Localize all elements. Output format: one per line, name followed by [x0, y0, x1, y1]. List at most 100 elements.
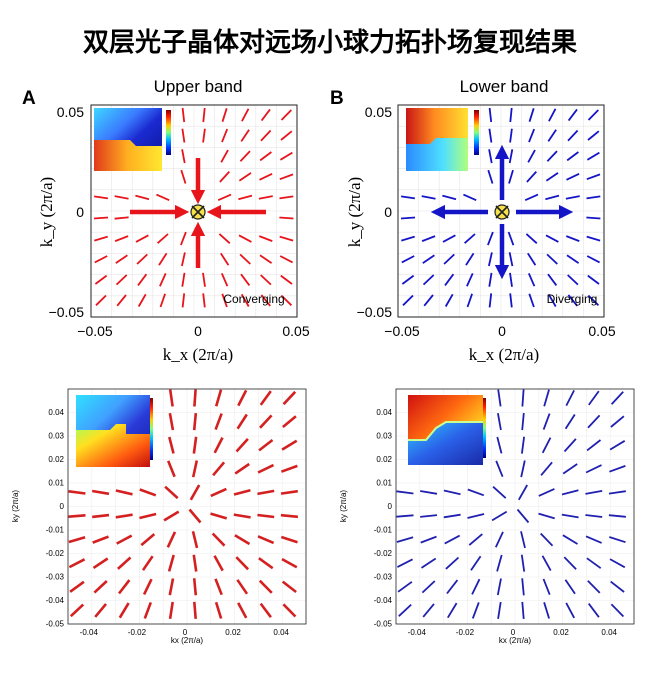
field-dash — [214, 413, 223, 431]
field-dash — [420, 535, 437, 544]
panel-b-inset — [406, 108, 479, 171]
field-dash — [509, 107, 513, 123]
panel-a: A Upper band Converging 0.05 0 −0.05 −0.… — [22, 77, 310, 364]
field-dash — [540, 461, 553, 476]
field-dash — [281, 439, 298, 451]
panel-ytick: 0 — [60, 502, 65, 511]
field-dash — [447, 602, 458, 619]
field-dash — [563, 438, 577, 453]
field-dash — [279, 255, 294, 264]
field-dash — [492, 486, 507, 499]
field-dash — [168, 436, 175, 454]
panel-ytick: -0.05 — [374, 620, 393, 629]
field-dash — [140, 533, 156, 547]
field-dash — [528, 108, 535, 122]
field-dash — [421, 195, 436, 200]
panel-a-xlabel: k_x (2π/a) — [163, 345, 233, 364]
field-dash — [564, 414, 576, 430]
field-dash — [400, 195, 416, 200]
field-dash — [585, 514, 603, 518]
panel-a-label: A — [22, 88, 36, 109]
field-dash — [488, 293, 493, 308]
panel-a-inset-region — [94, 140, 162, 171]
panel-b-label: B — [330, 88, 344, 109]
field-dash — [567, 108, 578, 122]
field-dash — [587, 414, 601, 429]
panel-b-ylabel: k_y (2π/a) — [345, 177, 364, 247]
field-dash — [585, 464, 602, 474]
field-dash — [218, 233, 231, 244]
field-dash — [279, 216, 294, 220]
field-dash — [487, 231, 494, 246]
field-dash — [444, 273, 455, 286]
field-dash — [396, 514, 414, 518]
field-dash — [181, 107, 186, 123]
field-dash — [117, 556, 132, 570]
field-dash — [586, 235, 601, 242]
field-dash — [496, 436, 503, 454]
field-dash — [610, 580, 625, 593]
field-dash — [586, 173, 601, 181]
field-dash — [202, 272, 206, 287]
field-dash — [94, 235, 108, 242]
panel-d-frame — [395, 388, 635, 625]
field-dash — [496, 578, 502, 596]
field-dash — [542, 578, 551, 596]
panel-a-colorbar — [166, 110, 171, 155]
field-dash — [400, 216, 416, 220]
field-dash — [487, 169, 494, 184]
field-dash — [610, 391, 624, 405]
panel-d-grid — [396, 389, 634, 624]
field-dash — [545, 172, 559, 182]
field-dash — [538, 512, 555, 520]
field-dash — [181, 149, 186, 164]
field-dash — [561, 489, 579, 496]
panel-xtick: 0 — [183, 628, 188, 637]
field-dash — [565, 195, 580, 200]
panel-ytick: -0.04 — [46, 596, 65, 605]
panel-ytick: 0 — [388, 502, 393, 511]
field-dash — [94, 603, 107, 618]
field-dash — [547, 273, 558, 286]
field-dash — [548, 108, 557, 122]
field-dash — [235, 438, 249, 453]
field-dash — [420, 514, 438, 518]
field-dash — [137, 273, 148, 286]
panel-a-field — [93, 107, 294, 308]
field-dash — [494, 531, 504, 548]
field-dash — [488, 149, 493, 164]
field-dash — [181, 128, 186, 143]
field-dash — [142, 578, 153, 595]
field-dash — [69, 603, 85, 618]
field-dash — [280, 513, 299, 519]
field-dash — [586, 439, 602, 452]
panel-b-ytick: 0.05 — [365, 104, 392, 120]
field-dash — [93, 580, 108, 594]
panel-ytick: 0.02 — [48, 455, 64, 464]
panel-ytick: 0.02 — [376, 455, 392, 464]
field-dash — [94, 274, 108, 285]
field-dash — [143, 601, 153, 619]
field-dash — [520, 531, 526, 549]
field-dash — [279, 151, 293, 161]
field-dash — [221, 128, 229, 143]
field-dash — [219, 170, 230, 183]
field-dash — [135, 234, 149, 243]
panel-xtick: 0.02 — [553, 628, 569, 637]
field-dash — [239, 253, 251, 265]
field-dash — [92, 557, 109, 569]
field-dash — [609, 536, 626, 544]
panel-a-center-star-icon — [190, 204, 206, 220]
panel-b-field — [400, 107, 601, 308]
field-dash — [237, 602, 248, 619]
panel-xtick: -0.02 — [456, 628, 475, 637]
field-dash — [565, 235, 580, 242]
panel-xtick: 0.04 — [601, 628, 617, 637]
field-dash — [258, 438, 274, 452]
field-dash — [94, 255, 108, 264]
field-dash — [566, 151, 579, 162]
field-dash — [527, 252, 537, 266]
field-dash — [609, 440, 626, 451]
field-dash — [538, 488, 555, 497]
